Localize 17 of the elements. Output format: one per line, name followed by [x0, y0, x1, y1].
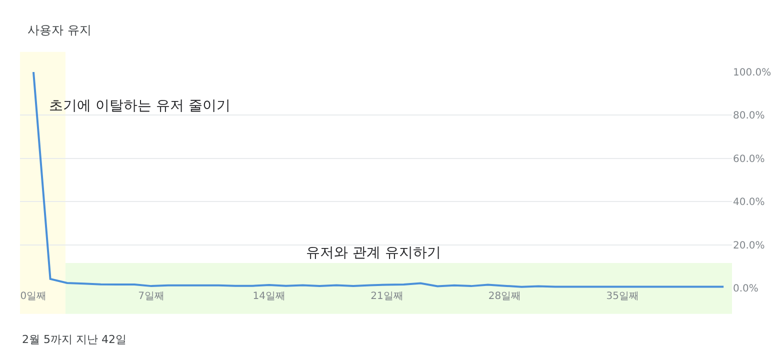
y-tick-label: 20.0% [733, 240, 765, 252]
y-tick-label: 80.0% [733, 110, 765, 122]
line-series [32, 72, 725, 288]
y-tick-label: 40.0% [733, 197, 765, 208]
x-tick-label: 7일째 [138, 291, 164, 302]
x-tick-label: 0일째 [20, 291, 47, 302]
x-tick-label: 28일째 [488, 291, 522, 302]
y-tick-label: 100.0% [733, 68, 772, 78]
y-tick-label: 0.0% [733, 284, 758, 294]
text: 2월 5까지 지난 42일 [22, 333, 126, 346]
chart-title: 사용자 유지 [27, 22, 92, 37]
x-tick-label: 14일째 [252, 291, 286, 302]
x-tick-label: 35일째 [606, 291, 639, 302]
y-tick-label: 60.0% [733, 154, 765, 165]
x-tick-label: 21일째 [370, 291, 404, 302]
band-label: 유저와 관계 유지하기 [306, 245, 441, 261]
band-label: 초기에 이탈하는 유저 줄이기 [49, 98, 230, 114]
